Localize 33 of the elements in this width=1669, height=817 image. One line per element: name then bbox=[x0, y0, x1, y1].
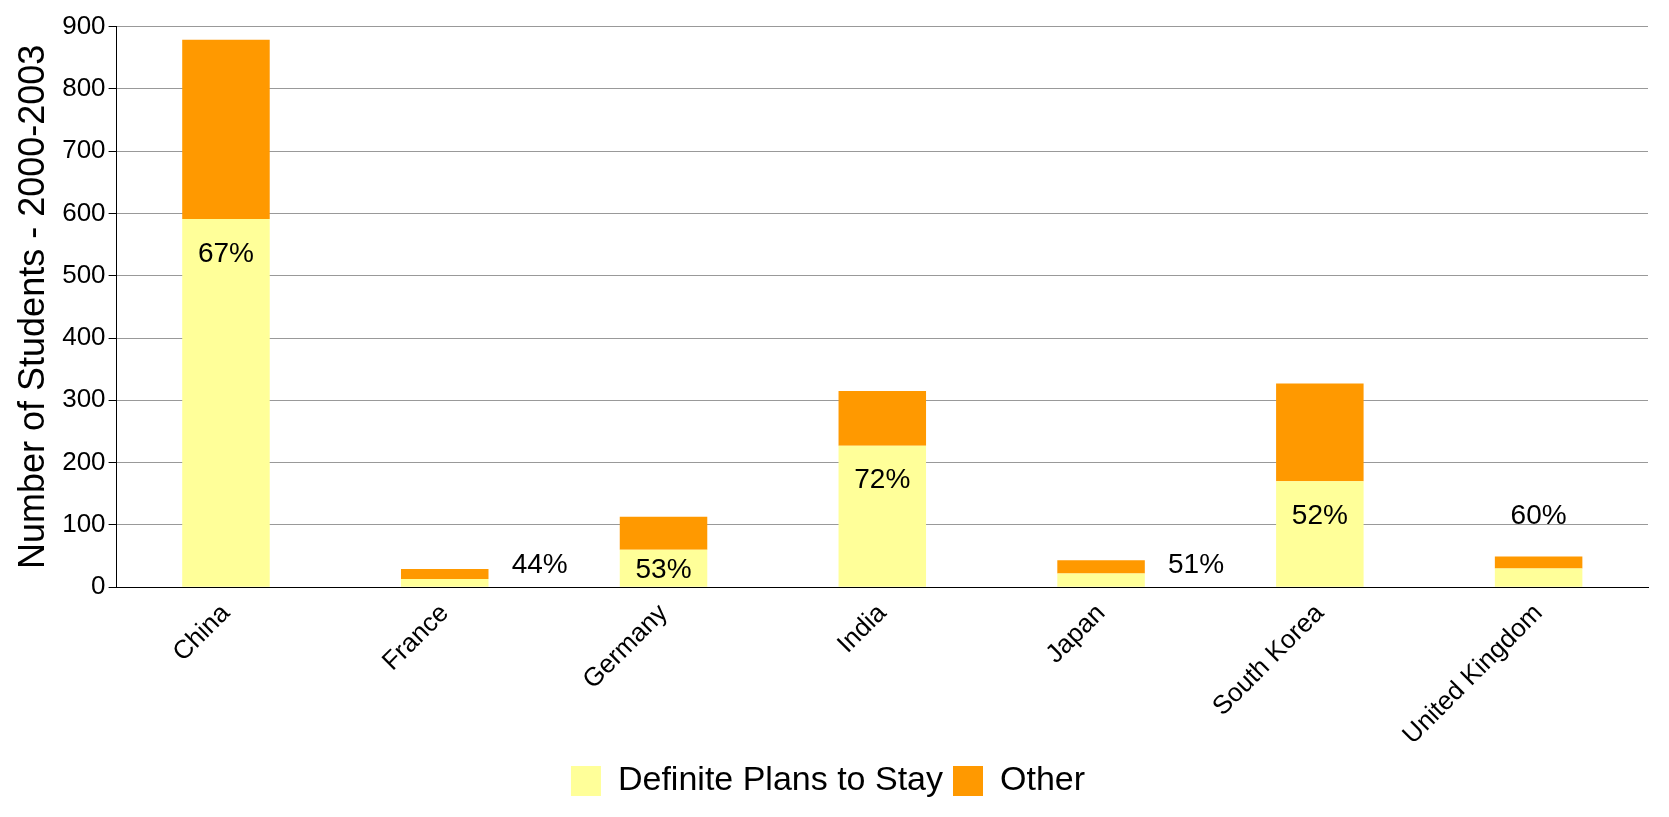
annotation: 53% bbox=[635, 553, 692, 585]
legend-label: Definite Plans to Stay bbox=[617, 759, 944, 798]
legend-label: Other bbox=[1000, 759, 1086, 798]
annotation: 51% bbox=[1168, 547, 1225, 579]
bar bbox=[1276, 481, 1364, 587]
bar bbox=[1276, 383, 1364, 482]
bar bbox=[838, 445, 927, 587]
y-tick-label: 100 bbox=[62, 508, 106, 539]
y-tick-label: 200 bbox=[62, 445, 106, 476]
y-tick-label: 400 bbox=[62, 321, 106, 352]
y-tick-label: 500 bbox=[62, 258, 106, 289]
annotation: 67% bbox=[197, 236, 254, 268]
bar bbox=[1494, 556, 1583, 569]
annotation: 52% bbox=[1291, 498, 1348, 530]
y-tick-label: 700 bbox=[62, 134, 106, 165]
bar bbox=[400, 579, 489, 587]
annotation: 44% bbox=[511, 547, 568, 579]
annotation: 60% bbox=[1510, 499, 1567, 531]
annotation: 72% bbox=[854, 463, 911, 495]
bar bbox=[182, 39, 270, 220]
y-tick-label: 900 bbox=[62, 9, 106, 40]
y-tick-label: 600 bbox=[62, 196, 106, 227]
bar bbox=[1494, 568, 1583, 587]
y-tick-label: 800 bbox=[62, 72, 106, 103]
bar bbox=[400, 569, 489, 580]
y-tick-label: 300 bbox=[62, 383, 106, 414]
y-axis-title: Number of Students - 2000-2003 bbox=[10, 44, 52, 570]
bar bbox=[182, 219, 270, 587]
bar bbox=[838, 390, 927, 446]
bar bbox=[1057, 573, 1145, 587]
y-tick-label: 0 bbox=[91, 570, 106, 601]
bar bbox=[619, 516, 708, 550]
bar bbox=[1057, 560, 1145, 574]
